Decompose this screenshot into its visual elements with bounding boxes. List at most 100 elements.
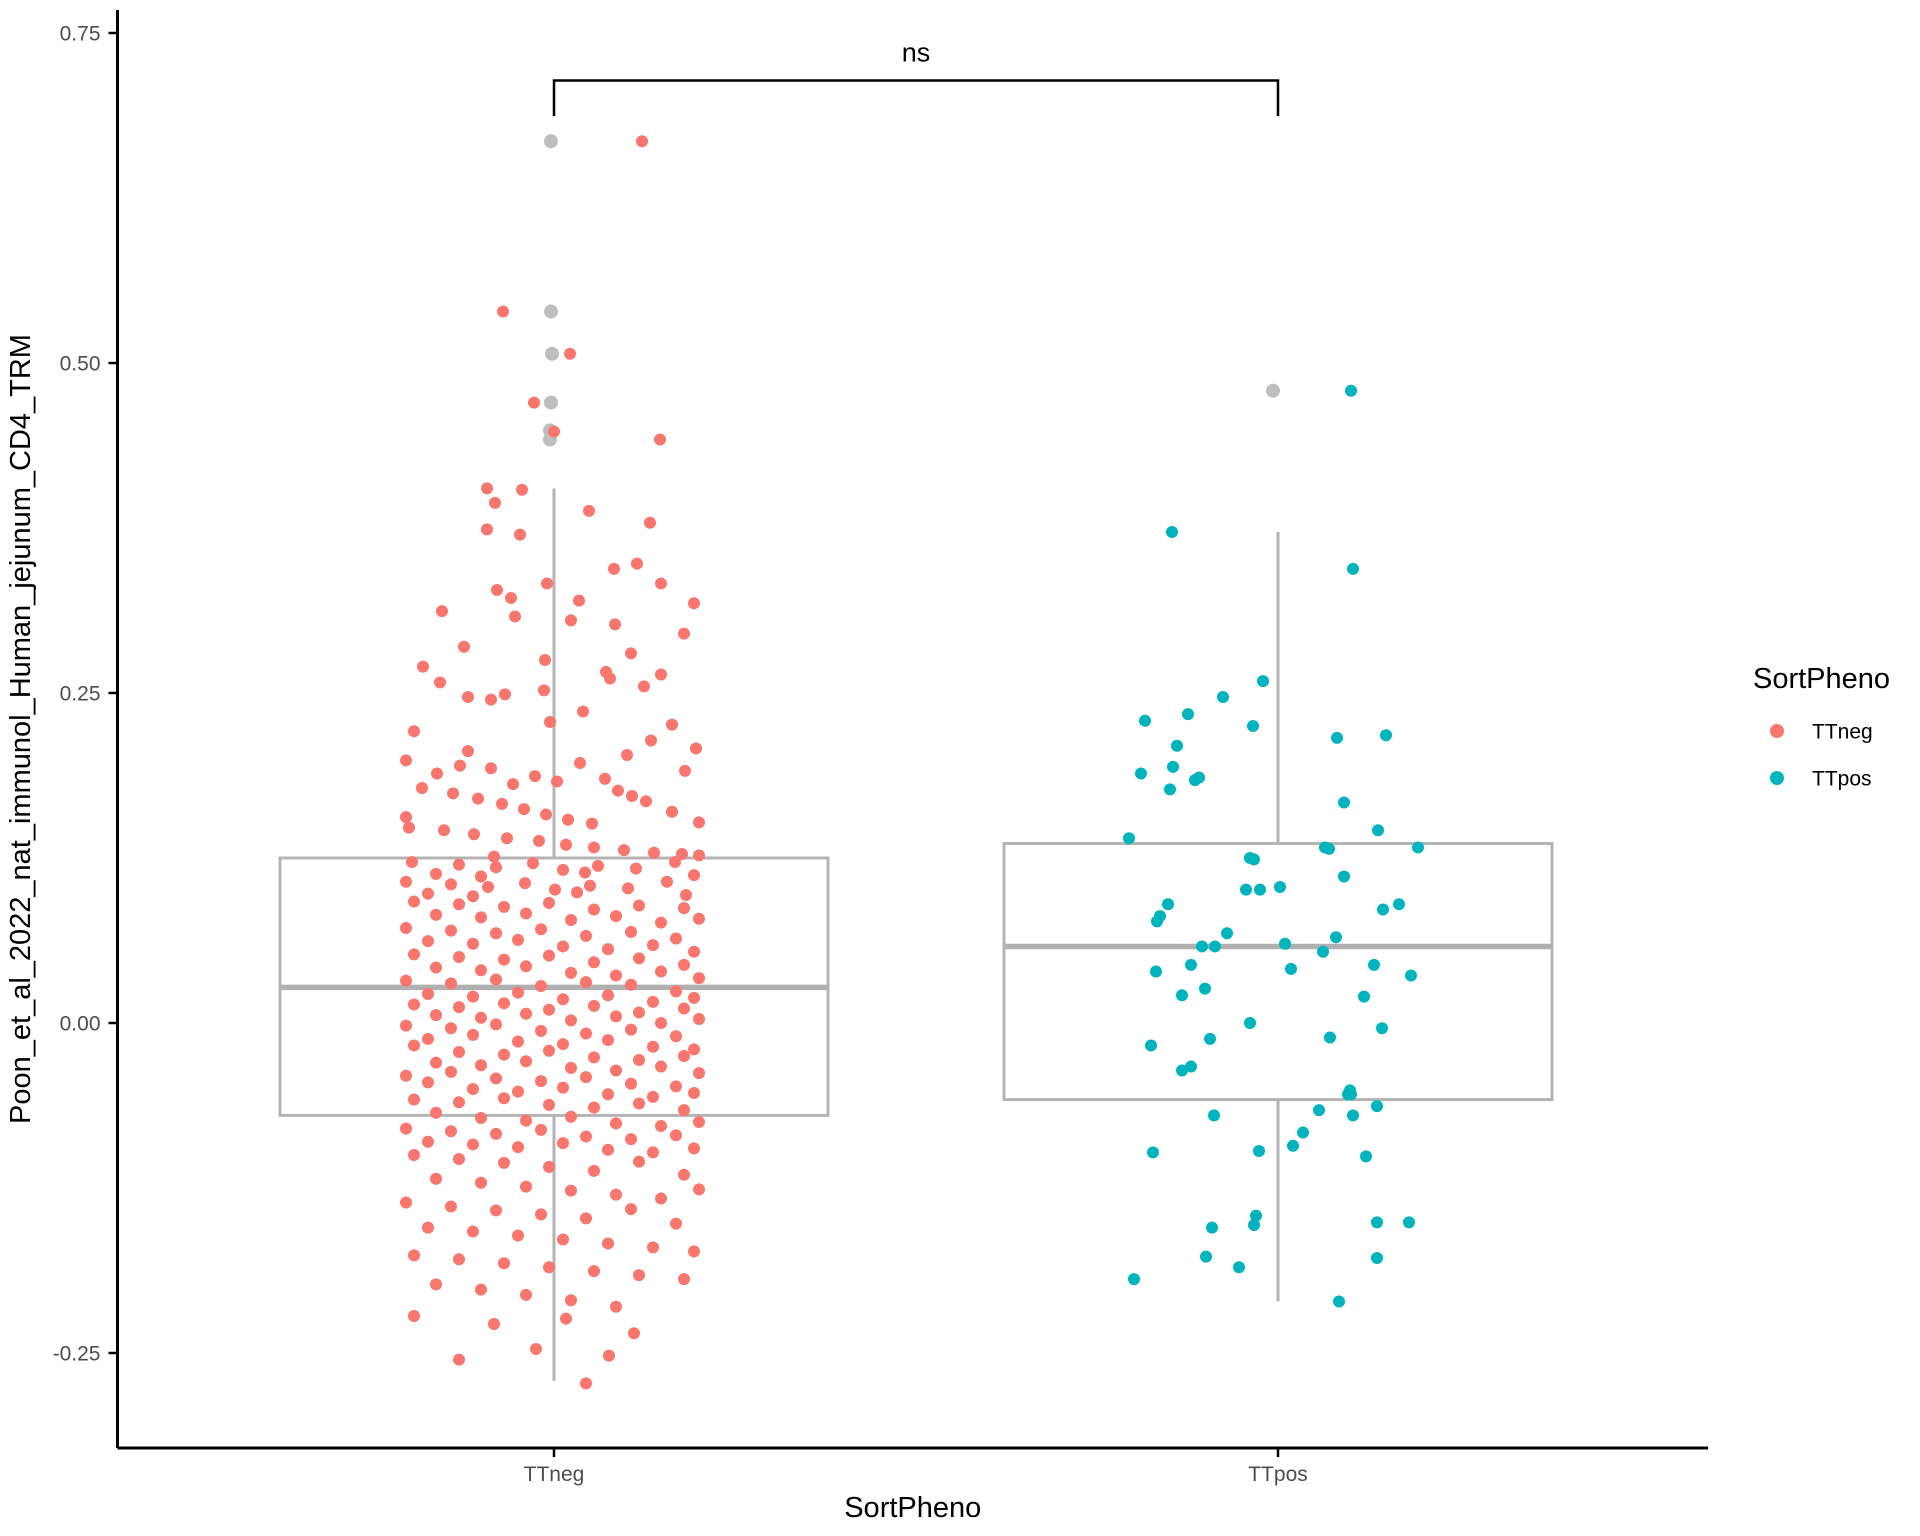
jitter-point-TTneg — [498, 1048, 510, 1061]
jitter-point-TTneg — [557, 1081, 569, 1094]
gray-outlier-point — [544, 304, 558, 319]
jitter-point-TTneg — [579, 866, 591, 879]
jitter-point-TTneg — [408, 1093, 420, 1106]
jitter-point-TTneg — [488, 1317, 500, 1330]
jitter-point-TTpos — [1257, 675, 1269, 688]
jitter-point-TTneg — [430, 1172, 442, 1185]
jitter-point-TTpos — [1403, 1216, 1415, 1229]
jitter-point-TTpos — [1338, 870, 1350, 883]
jitter-point-TTpos — [1412, 841, 1424, 854]
jitter-point-TTneg — [490, 861, 502, 874]
jitter-point-TTpos — [1200, 1250, 1212, 1263]
jitter-point-TTneg — [462, 745, 474, 758]
jitter-point-TTneg — [516, 483, 528, 496]
jitter-point-TTpos — [1147, 1146, 1159, 1159]
jitter-point-TTneg — [467, 937, 479, 950]
jitter-point-TTneg — [661, 875, 673, 888]
jitter-point-TTneg — [416, 782, 428, 795]
jitter-point-TTneg — [678, 1002, 690, 1015]
jitter-point-TTneg — [565, 614, 577, 627]
jitter-point-TTneg — [693, 1067, 705, 1080]
jitter-point-TTneg — [541, 577, 553, 590]
jitter-point-TTneg — [467, 1225, 479, 1238]
jitter-point-TTneg — [610, 1117, 622, 1130]
y-tick-label: 0.50 — [60, 353, 101, 376]
jitter-point-TTneg — [679, 764, 691, 777]
jitter-point-TTneg — [530, 1343, 542, 1356]
jitter-point-TTneg — [408, 725, 420, 738]
jitter-point-TTneg — [535, 1075, 547, 1088]
x-tick-label-TTneg: TTneg — [524, 1463, 585, 1486]
jitter-point-TTneg — [533, 834, 545, 847]
jitter-point-TTneg — [453, 898, 465, 911]
jitter-point-TTneg — [408, 948, 420, 961]
jitter-point-TTneg — [417, 660, 429, 673]
jitter-point-TTneg — [445, 1022, 457, 1035]
jitter-point-TTpos — [1360, 1150, 1372, 1163]
jitter-point-TTneg — [693, 1183, 705, 1196]
jitter-point-TTpos — [1330, 931, 1342, 944]
jitter-point-TTneg — [481, 523, 493, 536]
jitter-point-TTpos — [1376, 1022, 1388, 1035]
jitter-point-TTneg — [543, 949, 555, 962]
jitter-point-TTneg — [655, 1017, 667, 1029]
jitter-point-TTneg — [678, 1104, 690, 1117]
jitter-point-TTpos — [1254, 883, 1266, 896]
jitter-point-TTneg — [445, 1200, 457, 1213]
jitter-point-TTneg — [693, 1116, 705, 1128]
jitter-point-TTneg — [422, 887, 434, 900]
jitter-point-TTpos — [1331, 731, 1343, 744]
y-tick-label: 0.75 — [60, 23, 101, 46]
jitter-point-TTpos — [1244, 1017, 1256, 1029]
jitter-point-TTneg — [655, 965, 667, 978]
jitter-point-TTneg — [654, 433, 666, 446]
jitter-point-TTneg — [400, 974, 412, 987]
jitter-point-TTneg — [612, 784, 624, 797]
jitter-point-TTneg — [645, 734, 657, 747]
y-axis-title: Poon_et_al_2022_nat_immunol_Human_jejunu… — [5, 334, 37, 1124]
y-tick-label: 0.00 — [60, 1013, 101, 1036]
jitter-point-TTneg — [655, 916, 667, 929]
jitter-point-TTpos — [1317, 945, 1329, 958]
jitter-point-TTneg — [693, 1013, 705, 1026]
jitter-point-TTneg — [527, 857, 539, 870]
jitter-point-TTneg — [670, 985, 682, 998]
jitter-point-TTneg — [588, 903, 600, 916]
jitter-point-TTneg — [453, 1152, 465, 1165]
jitter-point-TTpos — [1323, 842, 1335, 855]
jitter-point-TTpos — [1279, 937, 1291, 950]
jitter-point-TTneg — [512, 1229, 524, 1242]
jitter-point-TTneg — [688, 597, 700, 610]
jitter-point-TTneg — [400, 875, 412, 888]
jitter-point-TTneg — [626, 789, 638, 802]
jitter-point-TTneg — [638, 680, 650, 693]
jitter-point-TTneg — [540, 808, 552, 821]
jitter-point-TTneg — [602, 943, 614, 956]
jitter-point-TTneg — [422, 1135, 434, 1148]
jitter-point-TTpos — [1253, 1145, 1265, 1158]
jitter-point-TTneg — [498, 997, 510, 1010]
jitter-point-TTpos — [1189, 774, 1201, 787]
jitter-point-TTneg — [610, 910, 622, 923]
jitter-point-TTneg — [481, 482, 493, 495]
jitter-point-TTneg — [408, 1149, 420, 1161]
jitter-point-TTneg — [647, 939, 659, 952]
jitter-point-TTneg — [633, 899, 645, 912]
jitter-point-TTneg — [445, 1125, 457, 1138]
jitter-point-TTneg — [462, 690, 474, 703]
jitter-point-TTneg — [655, 668, 667, 681]
jitter-point-TTneg — [535, 923, 547, 936]
legend-label-TTneg: TTneg — [1812, 721, 1873, 744]
jitter-point-TTpos — [1248, 1218, 1260, 1231]
jitter-point-TTneg — [648, 846, 660, 859]
jitter-point-TTneg — [408, 1039, 420, 1052]
jitter-point-TTneg — [670, 1129, 682, 1142]
jitter-point-TTpos — [1338, 796, 1350, 809]
jitter-point-TTneg — [520, 1288, 532, 1301]
jitter-point-TTneg — [678, 902, 690, 915]
jitter-point-TTneg — [669, 855, 681, 868]
jitter-point-TTneg — [436, 605, 448, 618]
jitter-point-TTpos — [1297, 1126, 1309, 1139]
jitter-point-TTpos — [1208, 1109, 1220, 1122]
